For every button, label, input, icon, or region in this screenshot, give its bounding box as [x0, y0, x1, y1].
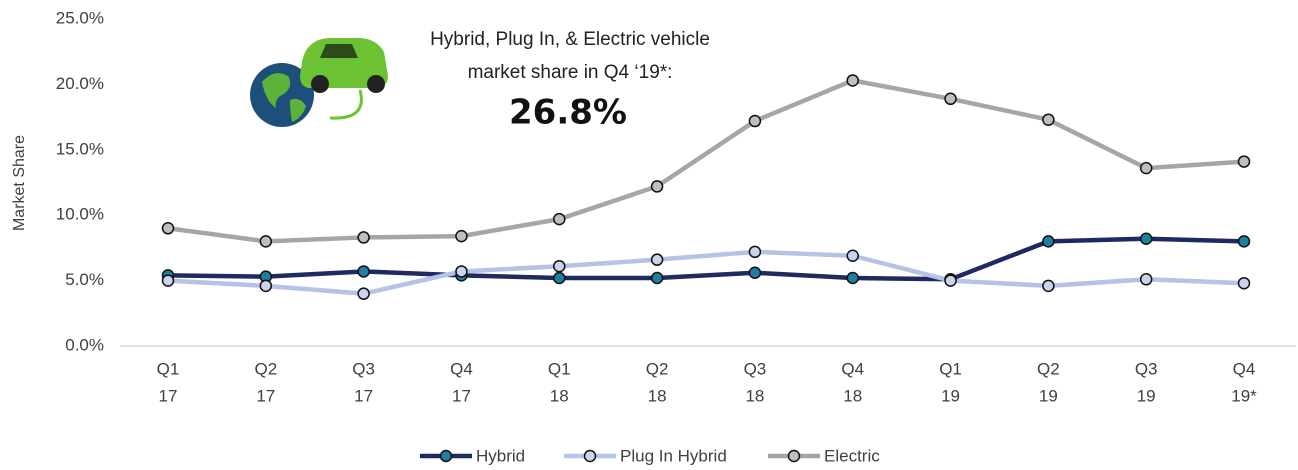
point — [259, 235, 273, 248]
x-tick-label: 19 — [1137, 386, 1156, 405]
car-window — [320, 44, 358, 58]
point — [650, 271, 664, 285]
y-tick-label: 0.0% — [65, 335, 104, 354]
point — [357, 231, 370, 244]
annotation-line: Hybrid, Plug In, & Electric vehicle — [430, 29, 710, 50]
x-tick-label: Q2 — [1037, 359, 1060, 378]
annotation-line: market share in Q4 ‘19*: — [468, 62, 673, 83]
x-tick-label: 19 — [1039, 386, 1058, 405]
point — [1139, 273, 1153, 286]
point — [553, 271, 566, 285]
x-tick-label: 17 — [256, 386, 275, 405]
point — [357, 287, 370, 300]
x-tick-label: Q3 — [1135, 359, 1158, 378]
legend-label: Hybrid — [476, 446, 525, 465]
y-tick-label: 25.0% — [56, 8, 104, 27]
point — [161, 274, 175, 287]
series-line — [167, 249, 1245, 296]
point — [1237, 276, 1251, 290]
point — [944, 274, 957, 287]
x-tick-label: 17 — [159, 386, 178, 405]
x-tick-label: Q3 — [744, 359, 767, 378]
point — [259, 279, 273, 293]
legend-label: Plug In Hybrid — [620, 446, 727, 465]
point — [1042, 235, 1055, 248]
point — [650, 180, 664, 193]
x-tick-label: 18 — [843, 386, 862, 405]
x-tick-label: Q4 — [450, 359, 473, 378]
globe-land — [262, 73, 306, 122]
point — [650, 253, 664, 266]
car-wheel — [311, 75, 329, 93]
y-tick-label: 20.0% — [56, 74, 104, 93]
point — [553, 259, 566, 273]
y-tick-label: 5.0% — [65, 270, 104, 289]
x-tick-label: 19* — [1231, 386, 1257, 405]
series-line — [167, 236, 1245, 282]
y-axis-label: Market Share — [11, 135, 28, 231]
x-tick-label: 17 — [452, 386, 471, 405]
point — [748, 245, 762, 259]
point — [357, 265, 370, 278]
x-tick-label: 19 — [941, 386, 960, 405]
point — [1237, 235, 1251, 248]
x-tick-label: Q4 — [841, 359, 864, 378]
cable — [329, 89, 363, 120]
point — [455, 229, 468, 243]
point — [1237, 155, 1251, 168]
x-tick-label: Q1 — [939, 359, 962, 378]
point — [1139, 161, 1153, 175]
ev-illustration — [248, 22, 398, 132]
legend-marker — [583, 449, 597, 463]
annotation-value: 26.8% — [509, 93, 627, 133]
x-tick-label: 18 — [745, 386, 764, 405]
point — [748, 114, 762, 128]
x-tick-label: Q2 — [646, 359, 669, 378]
x-tick-label: 18 — [550, 386, 569, 405]
point — [846, 271, 859, 285]
point — [161, 222, 175, 235]
point — [748, 266, 762, 280]
point — [553, 212, 566, 226]
point — [1139, 232, 1153, 245]
x-tick-label: 17 — [354, 386, 373, 405]
point — [455, 265, 468, 278]
car-wheel — [367, 75, 385, 93]
point — [1042, 113, 1055, 126]
x-tick-label: Q4 — [1233, 359, 1256, 378]
x-tick-label: Q3 — [352, 359, 375, 378]
point — [846, 74, 859, 87]
legend-marker — [439, 449, 453, 463]
y-tick-label: 10.0% — [56, 205, 104, 224]
point — [944, 92, 957, 106]
legend-marker — [787, 449, 801, 463]
legend-label: Electric — [824, 446, 880, 465]
x-tick-label: Q1 — [157, 359, 180, 378]
x-tick-label: 18 — [648, 386, 667, 405]
x-tick-label: Q1 — [548, 359, 571, 378]
series-line — [167, 78, 1245, 244]
point — [846, 249, 859, 262]
point — [1042, 279, 1055, 293]
y-tick-label: 15.0% — [56, 139, 104, 158]
x-tick-label: Q2 — [254, 359, 277, 378]
